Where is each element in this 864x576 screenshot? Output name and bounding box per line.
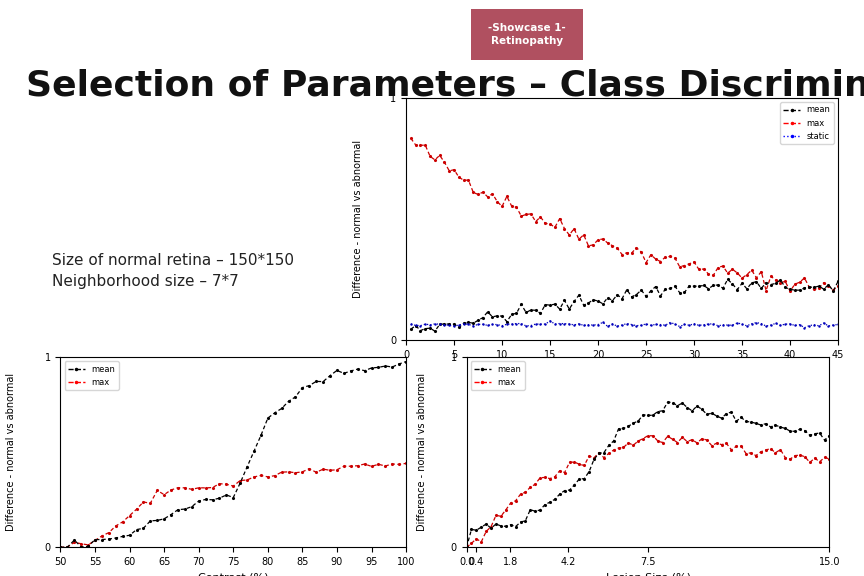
Text: Size of normal retina – 150*150
Neighborhood size – 7*7: Size of normal retina – 150*150 Neighbor…	[52, 253, 294, 289]
Legend: mean, max: mean, max	[65, 361, 118, 390]
X-axis label: Rotation Step (in degrees): Rotation Step (in degrees)	[549, 365, 696, 375]
X-axis label: Contrast (%): Contrast (%)	[198, 573, 269, 576]
Y-axis label: Difference - normal vs abnormal: Difference - normal vs abnormal	[353, 140, 363, 298]
Legend: mean, max: mean, max	[471, 361, 524, 390]
X-axis label: Lesion Size (%): Lesion Size (%)	[606, 573, 690, 576]
Text: -Showcase 1-
Retinopathy: -Showcase 1- Retinopathy	[488, 23, 566, 46]
Y-axis label: Difference - normal vs abnormal: Difference - normal vs abnormal	[416, 373, 427, 531]
Legend: mean, max, static: mean, max, static	[780, 102, 834, 144]
Y-axis label: Difference - normal vs abnormal: Difference - normal vs abnormal	[5, 373, 16, 531]
Text: Selection of Parameters – Class Discriminability: Selection of Parameters – Class Discrimi…	[26, 69, 864, 103]
